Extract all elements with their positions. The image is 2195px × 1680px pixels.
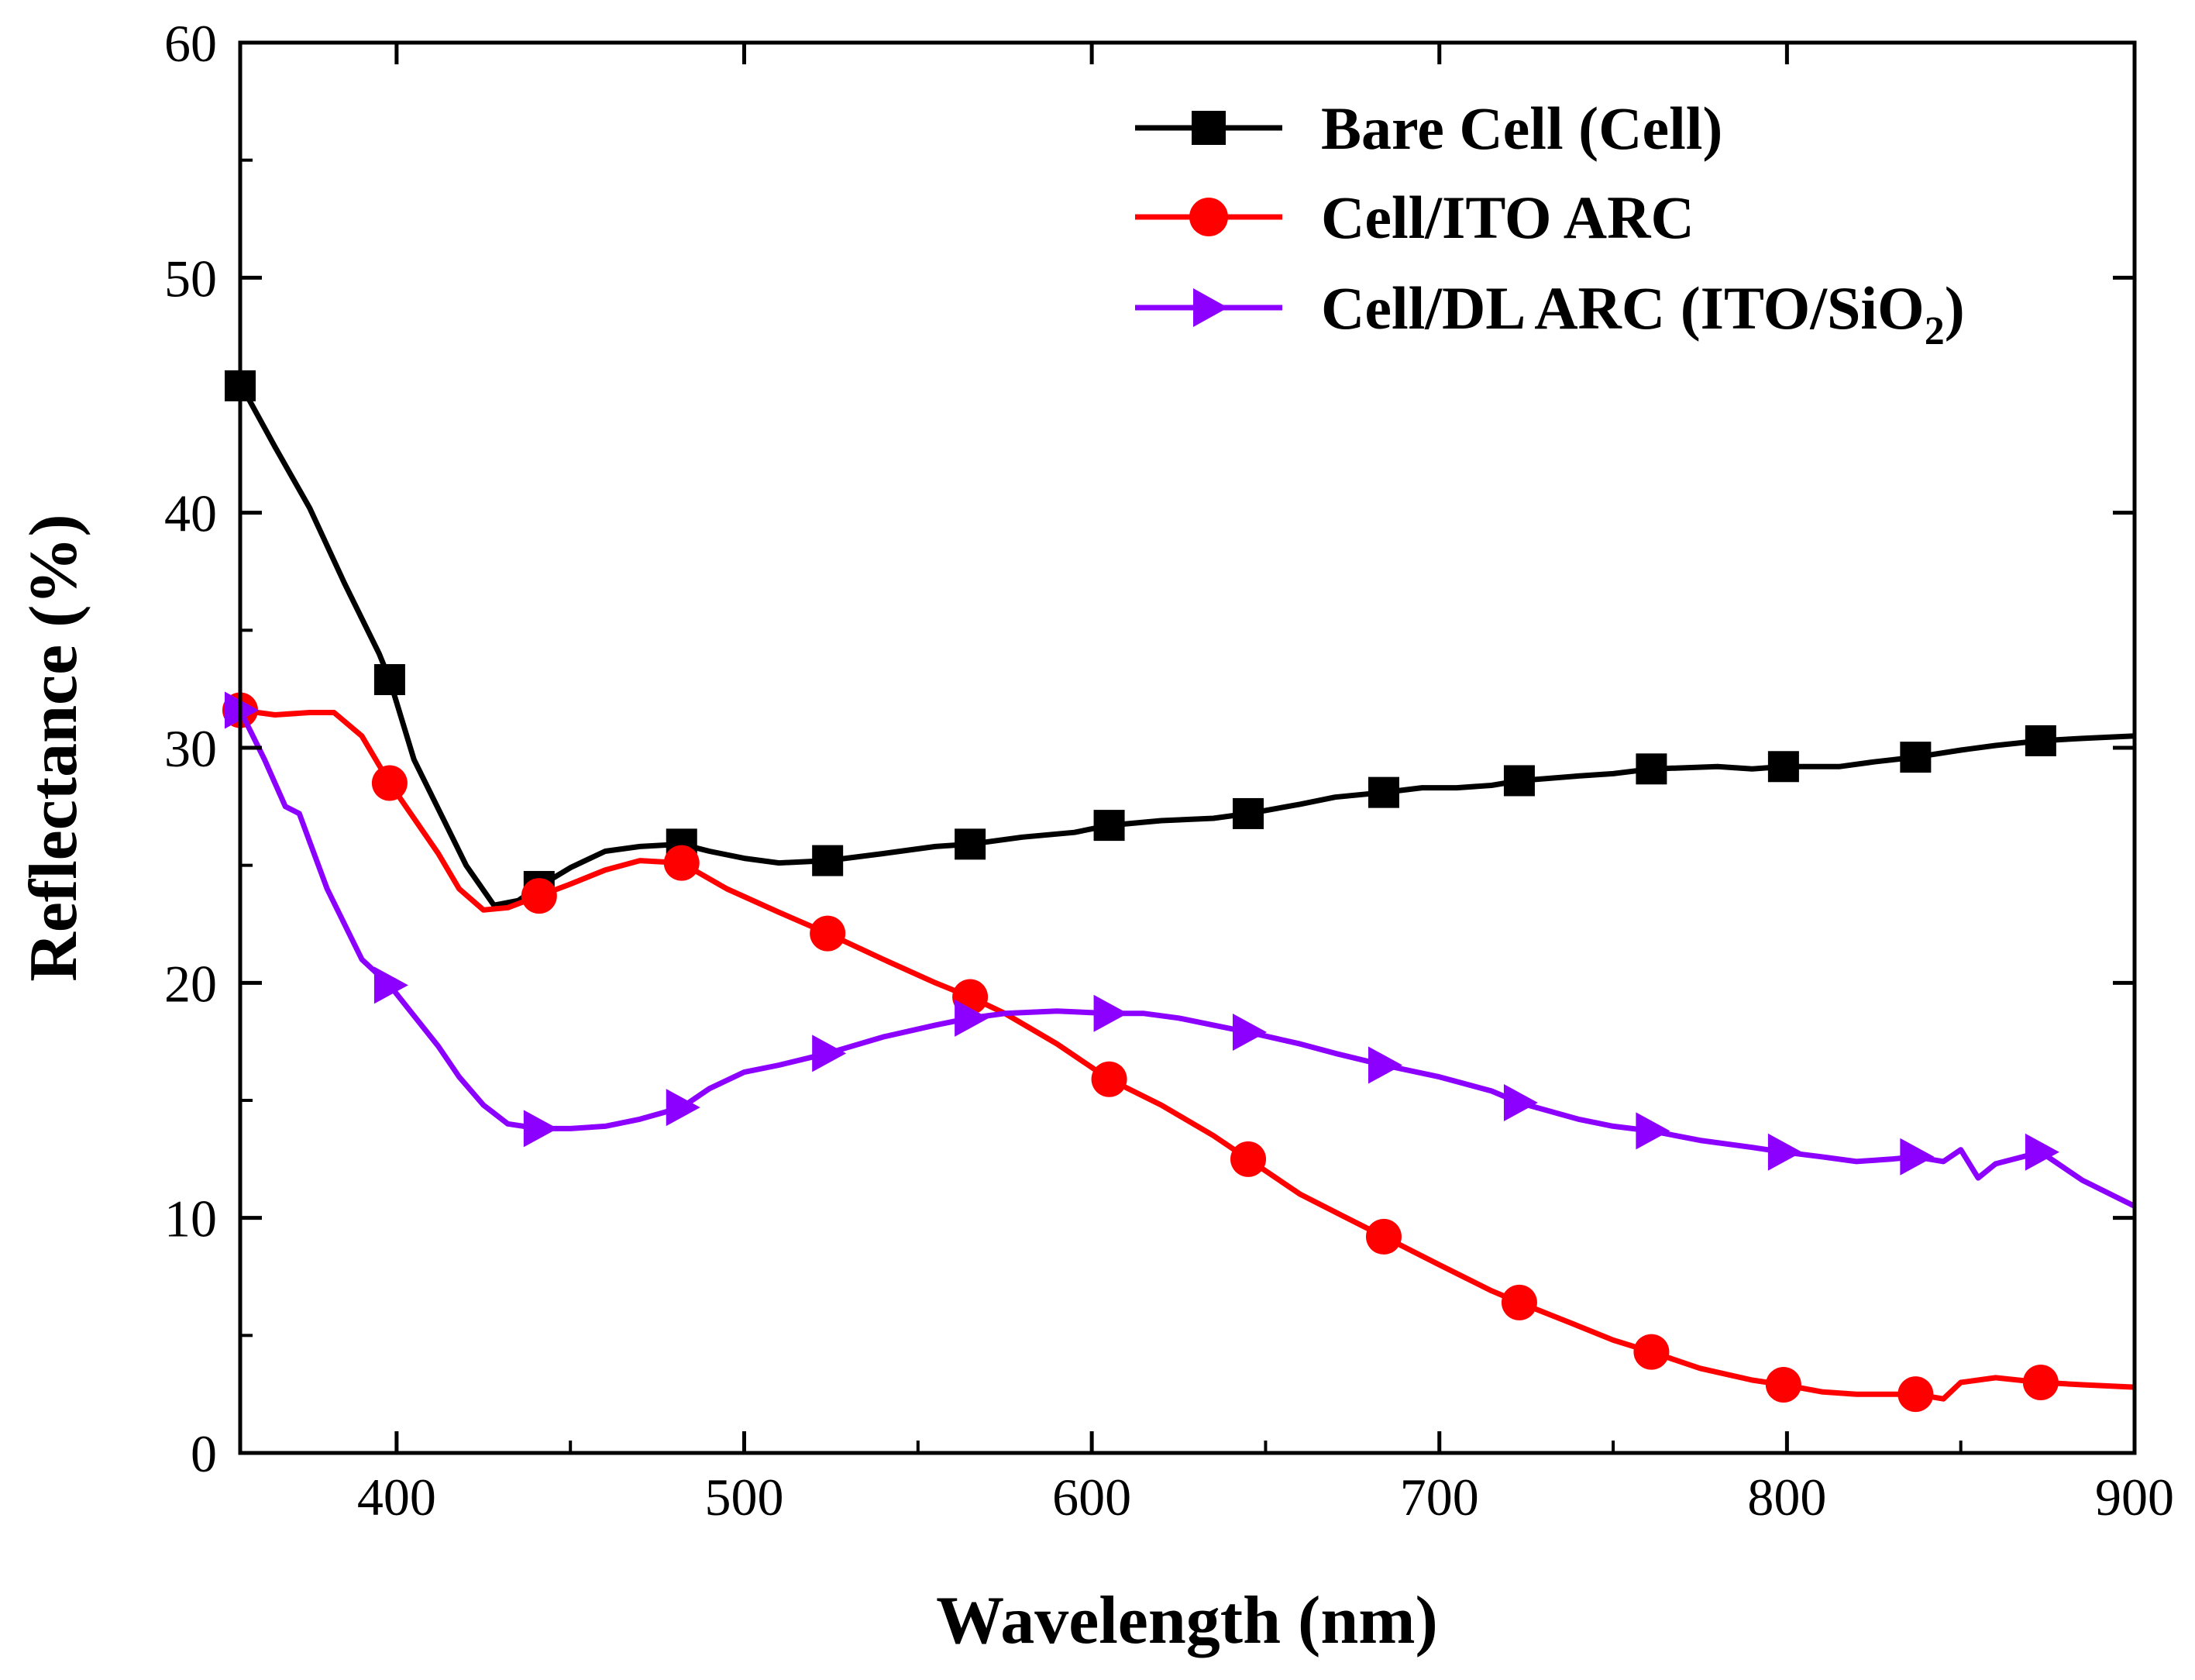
data-point-circle [1230, 1141, 1267, 1177]
data-point-triangle [1093, 994, 1128, 1032]
legend-entry-ito-arc: Cell/ITO ARC [1135, 184, 1694, 251]
data-point-circle [521, 878, 557, 914]
data-point-triangle [373, 966, 408, 1004]
data-point-triangle [1636, 1112, 1670, 1150]
x-tick-label: 900 [2095, 1468, 2174, 1527]
series-0 [225, 370, 2135, 908]
series-line [239, 707, 2135, 1402]
legend-label-ito-arc: Cell/ITO ARC [1321, 184, 1694, 251]
data-point-circle [663, 845, 700, 881]
data-point-circle [1765, 1367, 1801, 1403]
legend-marker-triangle-right [1193, 288, 1228, 327]
data-point-triangle [812, 1035, 847, 1072]
data-point-square [1767, 751, 1799, 783]
data-point-square [2025, 725, 2056, 756]
plot-frame [238, 40, 2137, 1455]
legend-entry-dl-arc: Cell/DL ARC (ITO/SiO2) [1135, 274, 1965, 353]
legend-marker-circle [1189, 198, 1228, 236]
data-point-triangle [955, 999, 989, 1037]
series-line [237, 382, 2135, 908]
y-tick-label: 60 [164, 14, 217, 73]
y-tick-label: 50 [164, 249, 217, 308]
data-point-square [1503, 765, 1535, 797]
ticks-layer: 400 500 600 700 800 900 0 10 20 30 40 50 60 [164, 14, 2174, 1527]
data-point-square [373, 664, 405, 696]
data-point-circle [1633, 1334, 1670, 1370]
data-point-triangle [523, 1110, 558, 1148]
x-tick-label: 600 [1052, 1468, 1131, 1527]
data-point-triangle [666, 1089, 700, 1127]
y-tick-label: 30 [164, 719, 217, 778]
series-layer [222, 370, 2136, 1413]
data-point-square [1368, 776, 1399, 808]
data-point-triangle [1368, 1046, 1402, 1084]
y-axis-title: Reflectance (%) [16, 514, 91, 981]
data-point-square [812, 845, 844, 876]
series-1 [222, 692, 2135, 1413]
series-line [237, 708, 2136, 1209]
data-point-square [1233, 797, 1264, 829]
data-point-square [1093, 810, 1125, 842]
x-tick-label: 400 [357, 1468, 436, 1527]
x-tick-label: 500 [705, 1468, 784, 1527]
y-tick-label: 20 [164, 954, 217, 1013]
data-point-circle [1897, 1376, 1934, 1413]
data-point-circle [1091, 1061, 1127, 1097]
data-point-circle [2022, 1365, 2059, 1400]
legend-label-dl-arc-subscript: 2 [1925, 309, 1945, 353]
data-point-square [1636, 753, 1667, 785]
data-point-triangle [1900, 1138, 1935, 1176]
legend-entry-bare-cell: Bare Cell (Cell) [1135, 95, 1722, 162]
y-tick-label: 0 [191, 1424, 217, 1483]
y-tick-label: 40 [164, 484, 217, 543]
x-axis-title: Wavelength (nm) [936, 1583, 1438, 1658]
legend-label-dl-arc-main: Cell/DL ARC (ITO/SiO [1321, 274, 1925, 342]
data-point-square [1900, 742, 1932, 773]
data-point-triangle [1767, 1133, 1802, 1171]
data-point-triangle [1233, 1014, 1268, 1052]
data-point-square [955, 828, 986, 860]
x-tick-label: 700 [1400, 1468, 1479, 1527]
legend-label-bare-cell: Bare Cell (Cell) [1321, 95, 1722, 162]
legend-marker-square [1192, 111, 1226, 145]
y-tick-label: 10 [164, 1189, 217, 1248]
data-point-triangle [2025, 1133, 2059, 1171]
x-tick-label: 800 [1747, 1468, 1826, 1527]
data-point-circle [1501, 1284, 1537, 1320]
legend-label-dl-arc-tail: ) [1945, 274, 1965, 342]
data-point-circle [1365, 1218, 1402, 1255]
legend-label-dl-arc: Cell/DL ARC (ITO/SiO2) [1321, 274, 1965, 353]
data-point-circle [371, 765, 408, 801]
series-2 [225, 691, 2136, 1209]
data-point-circle [810, 915, 846, 952]
data-point-triangle [1503, 1084, 1538, 1122]
legend: Bare Cell (Cell) Cell/ITO ARC Cell/DL AR… [1135, 95, 1965, 353]
